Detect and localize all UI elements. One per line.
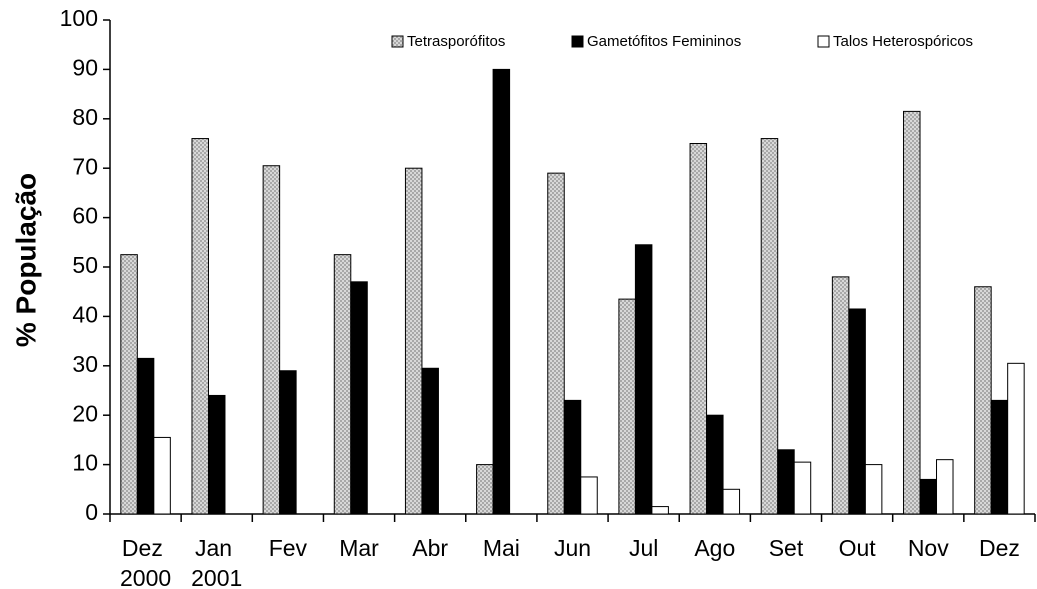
bar bbox=[547, 172, 565, 515]
bar bbox=[191, 138, 209, 515]
y-tick-label: 10 bbox=[72, 450, 98, 476]
bar bbox=[651, 506, 669, 515]
x-tick-label: Dez 2000 bbox=[120, 535, 171, 589]
legend-label: Talos Heterospóricos bbox=[833, 33, 973, 50]
bar bbox=[848, 308, 866, 515]
y-tick-label: 50 bbox=[72, 252, 98, 278]
y-tick-label: 20 bbox=[72, 400, 98, 426]
bar bbox=[903, 110, 921, 515]
bar bbox=[563, 399, 582, 515]
bar bbox=[793, 461, 812, 515]
y-tick-label: 80 bbox=[72, 104, 98, 130]
x-tick-label: Jun bbox=[554, 535, 591, 561]
bar bbox=[831, 276, 850, 515]
bar bbox=[919, 478, 938, 515]
bar bbox=[350, 281, 368, 515]
x-tick-label: Dez bbox=[979, 535, 1020, 561]
bar bbox=[634, 244, 653, 515]
bar bbox=[990, 399, 1009, 515]
bar bbox=[722, 488, 741, 515]
y-tick-label: 0 bbox=[85, 499, 98, 525]
bar bbox=[777, 449, 795, 515]
bar bbox=[760, 138, 779, 515]
bar bbox=[1007, 362, 1025, 515]
x-tick-label: Fev bbox=[269, 535, 308, 561]
bar bbox=[864, 464, 883, 515]
bar bbox=[618, 298, 636, 515]
legend-label: Gametófitos Femininos bbox=[587, 33, 741, 50]
bar bbox=[421, 367, 439, 515]
bar bbox=[476, 464, 494, 515]
bar bbox=[404, 167, 423, 515]
y-tick-label: 70 bbox=[72, 153, 98, 179]
y-tick-label: 30 bbox=[72, 351, 98, 377]
bar bbox=[207, 394, 226, 515]
legend-swatch bbox=[817, 35, 830, 48]
bar bbox=[279, 370, 297, 515]
bar bbox=[706, 414, 724, 515]
x-tick-label: Mai bbox=[483, 535, 520, 561]
bar bbox=[974, 286, 992, 515]
bar bbox=[262, 165, 281, 515]
x-tick-label: Mar bbox=[339, 535, 379, 561]
legend-swatch bbox=[571, 35, 584, 48]
legend-swatch bbox=[391, 35, 404, 48]
legend-label: Tetrasporófitos bbox=[407, 33, 505, 50]
bar bbox=[936, 459, 954, 515]
y-tick-label: 100 bbox=[60, 5, 98, 31]
x-tick-label: Ago bbox=[694, 535, 735, 561]
bar bbox=[333, 254, 352, 515]
bar bbox=[136, 357, 155, 515]
bar bbox=[153, 436, 171, 515]
bar bbox=[689, 143, 708, 515]
bar bbox=[580, 476, 598, 515]
bar bbox=[492, 68, 511, 515]
bar bbox=[120, 254, 138, 515]
x-tick-label: Nov bbox=[908, 535, 949, 561]
x-tick-label: Jan 2001 bbox=[191, 535, 242, 589]
y-tick-label: 60 bbox=[72, 203, 98, 229]
x-tick-label: Jul bbox=[629, 535, 658, 561]
x-tick-label: Set bbox=[769, 535, 804, 561]
y-axis-label: % População bbox=[10, 173, 41, 347]
x-tick-label: Out bbox=[839, 535, 877, 561]
y-tick-label: 90 bbox=[72, 54, 98, 80]
y-tick-label: 40 bbox=[72, 301, 98, 327]
x-tick-label: Abr bbox=[412, 535, 448, 561]
